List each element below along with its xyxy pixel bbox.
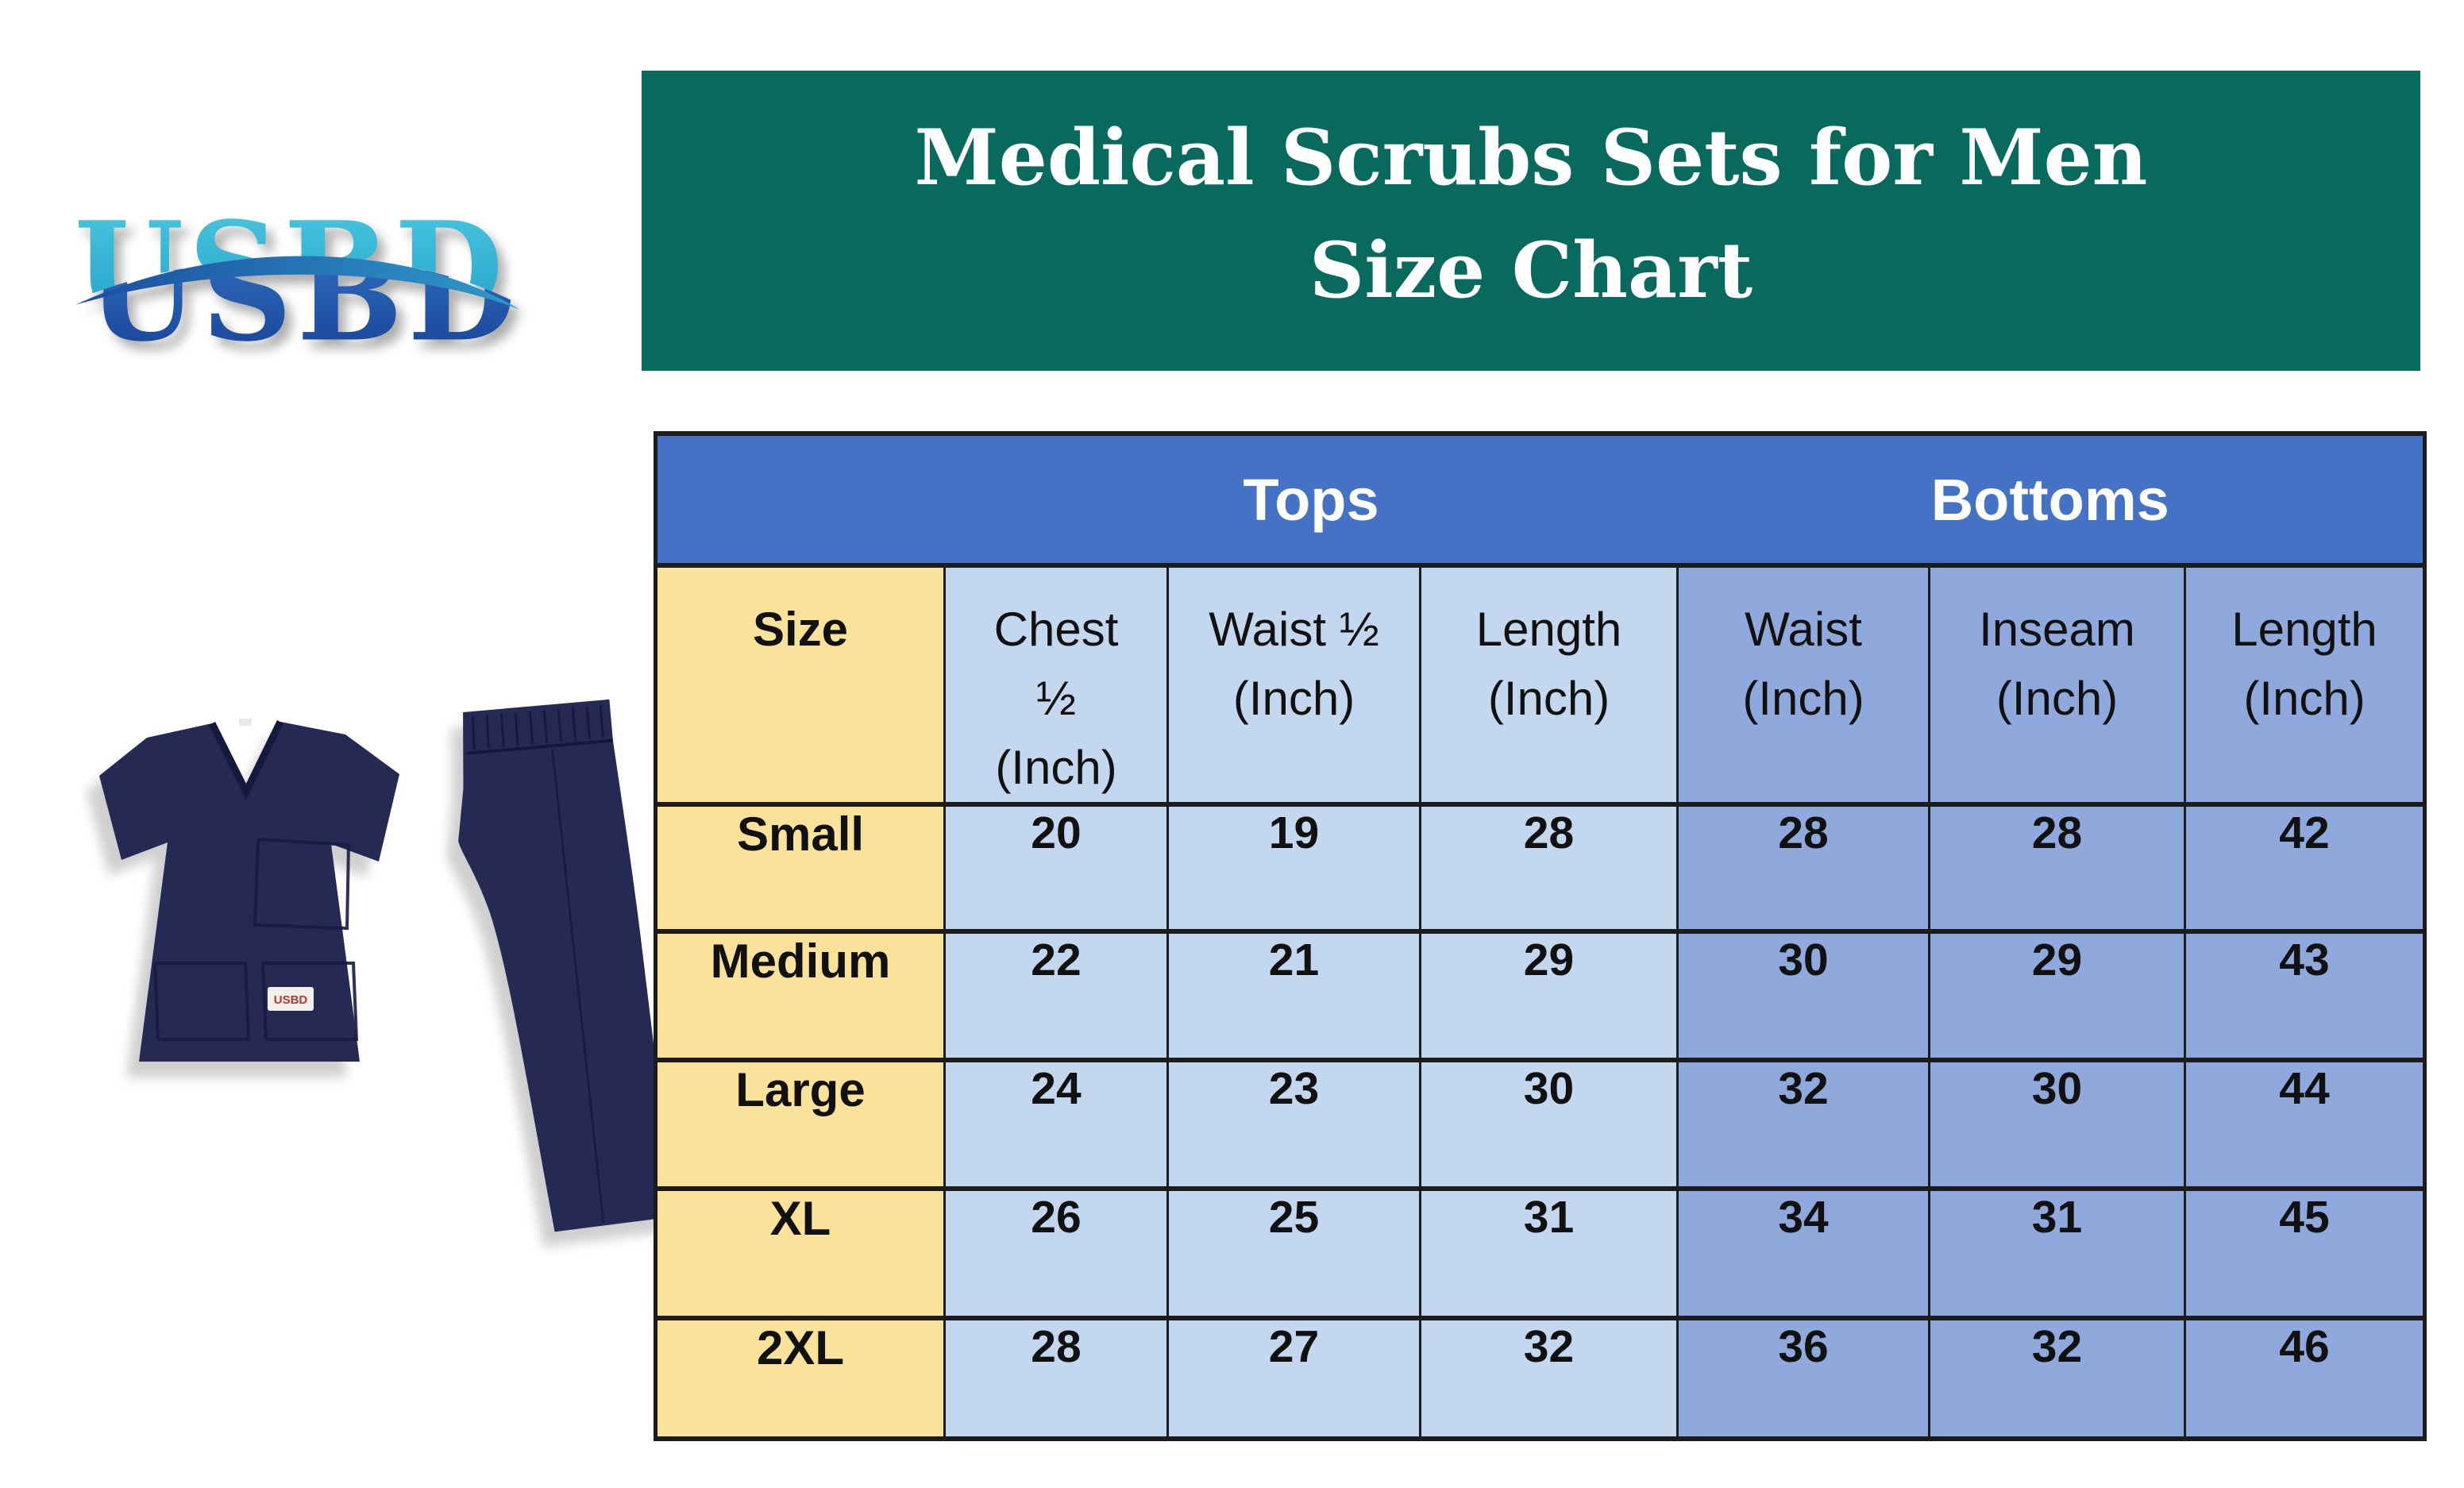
- column-header-row: Size Chest ½ (Inch) Waist ½ (Inch) Lengt…: [654, 563, 2426, 807]
- row-label-medium: Medium: [654, 929, 946, 1062]
- table-cell: 44: [2184, 1058, 2426, 1191]
- brand-logo-graphic: USBD USBD: [75, 195, 520, 360]
- table-cell: 29: [1419, 929, 1679, 1062]
- table-cell: 28: [1928, 802, 2186, 934]
- table-cell: 30: [1928, 1058, 2186, 1191]
- table-cell: 30: [1676, 929, 1930, 1062]
- table-cell: 45: [2184, 1186, 2426, 1320]
- table-row-medium: Medium 22 21 29 30 29 43: [654, 929, 2426, 1062]
- size-chart-table: Tops Bottoms Size Chest ½ (Inch) Waist ½…: [654, 431, 2427, 1441]
- group-header-bottoms: Bottoms: [1677, 431, 2425, 568]
- group-header-row: Tops Bottoms: [655, 431, 2425, 568]
- column-header-top-length: Length (Inch): [1419, 563, 1679, 807]
- column-header-waist-half: Waist ½ (Inch): [1166, 563, 1421, 807]
- table-cell: 46: [2184, 1316, 2426, 1441]
- banner-title-line1: Medical Scrubs Sets for Men: [914, 113, 2148, 202]
- table-cell: 31: [1419, 1186, 1679, 1320]
- table-cell: 28: [943, 1316, 1169, 1441]
- row-label-2xl: 2XL: [654, 1316, 946, 1441]
- table-row-small: Small 20 19 28 28 28 42: [654, 802, 2426, 934]
- brand-logo: USBD USBD: [75, 163, 520, 361]
- column-header-size: Size: [654, 563, 946, 807]
- neck-label: [239, 719, 252, 726]
- scrub-pants-graphic: [458, 699, 675, 1232]
- product-photo: USBD: [20, 671, 675, 1282]
- table-cell: 43: [2184, 929, 2426, 1062]
- table-cell: 20: [943, 802, 1169, 934]
- table-cell: 24: [943, 1058, 1169, 1191]
- brand-tag-text: USBD: [274, 993, 308, 1007]
- column-header-chest: Chest ½ (Inch): [943, 563, 1169, 807]
- column-header-waist: Waist (Inch): [1676, 563, 1930, 807]
- table-cell: 22: [943, 929, 1169, 1062]
- table-cell: 25: [1166, 1186, 1421, 1320]
- table-cell: 42: [2184, 802, 2426, 934]
- table-cell: 23: [1166, 1058, 1421, 1191]
- group-header-tops: Tops: [944, 431, 1678, 568]
- table-cell: 28: [1419, 802, 1679, 934]
- table-cell: 32: [1676, 1058, 1930, 1191]
- table-cell: 19: [1166, 802, 1421, 934]
- table-cell: 29: [1928, 929, 2186, 1062]
- table-cell: 27: [1166, 1316, 1421, 1441]
- table-cell: 32: [1928, 1316, 2186, 1441]
- table-cell: 34: [1676, 1186, 1930, 1320]
- table-cell: 31: [1928, 1186, 2186, 1320]
- table-row-large: Large 24 23 30 32 30 44: [654, 1058, 2426, 1191]
- table-cell: 32: [1419, 1316, 1679, 1441]
- table-row-xl: XL 26 25 31 34 31 45: [654, 1186, 2426, 1320]
- row-label-small: Small: [654, 802, 946, 934]
- table-row-2xl: 2XL 28 27 32 36 32 46: [654, 1316, 2426, 1441]
- band-empty-cell: [655, 431, 945, 568]
- brand-tag: [268, 987, 314, 1011]
- column-header-bottom-length: Length (Inch): [2184, 563, 2426, 807]
- table-cell: 36: [1676, 1316, 1930, 1441]
- title-banner: Medical Scrubs Sets for Men Size Chart: [642, 71, 2420, 371]
- banner-title-line2: Size Chart: [1309, 226, 1753, 315]
- table-cell: 28: [1676, 802, 1930, 934]
- table-cell: 30: [1419, 1058, 1679, 1191]
- logo-swoosh: [75, 256, 520, 310]
- scrubs-graphic: USBD: [87, 699, 675, 1247]
- table-cell: 21: [1166, 929, 1421, 1062]
- column-header-inseam: Inseam (Inch): [1928, 563, 2186, 807]
- row-label-xl: XL: [654, 1186, 946, 1320]
- table-cell: 26: [943, 1186, 1169, 1320]
- row-label-large: Large: [654, 1058, 946, 1191]
- scrub-top-graphic: USBD: [99, 719, 399, 1062]
